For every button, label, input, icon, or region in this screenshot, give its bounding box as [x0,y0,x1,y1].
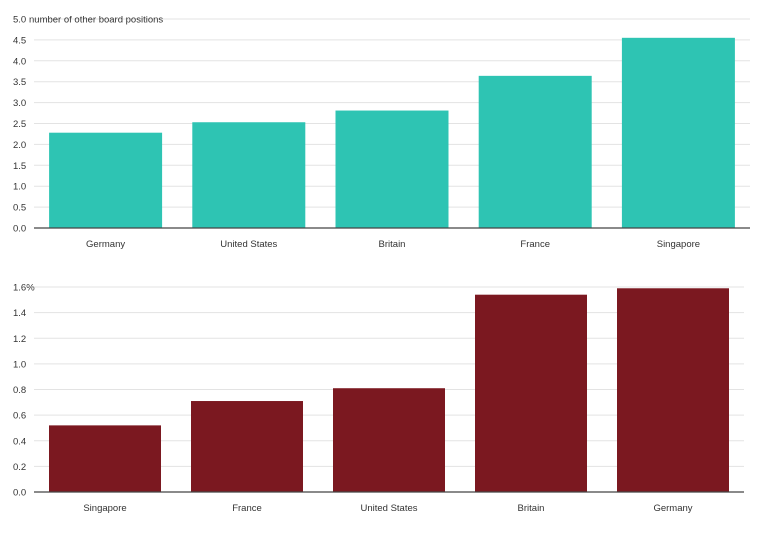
x-tick-label: Britain [379,239,406,250]
bar-chart-2: 0.0 0.2 0.4 0.6 0.8 1.0 1.2 1.4 1.6% Singapore Fra… [13,283,744,514]
x-tick-label: Germany [86,239,125,250]
bar-united-states [192,122,306,228]
x-tick-label: France [232,503,262,514]
y-tick-label: 3.0 [13,98,26,109]
x-tick-label: United States [220,239,277,250]
x-tick-label: Britain [518,503,545,514]
y-tick-label: 1.2 [13,334,26,345]
y-tick-label: 3.5 [13,77,26,88]
x-tick-label: Singapore [657,239,700,250]
x-tick-label: Singapore [83,503,126,514]
y-tick-label: 4.0 [13,56,26,67]
bar-britain [475,294,587,492]
y-tick-label: 0.0 [13,224,26,235]
unit-label: number of other board positions [29,15,163,26]
bar-france [191,401,303,492]
y-tick-label: 5.0 [13,15,26,26]
bar-france [478,75,592,229]
y-tick-label: 1.0 [13,182,26,193]
y-tick-label: 2.5 [13,119,26,130]
y-tick-label: 1.5 [13,161,26,172]
x-tick-label: United States [360,503,417,514]
y-tick-label: 0.0 [13,488,26,499]
y-tick-label: 1.4 [13,308,26,319]
y-tick-label: 0.8 [13,385,26,396]
bar-singapore [621,37,735,229]
y-tick-label: 0.2 [13,462,26,473]
bar-britain [335,110,449,228]
y-tick-label: 1.6% [13,283,35,294]
y-tick-label: 0.4 [13,436,26,447]
x-tick-label: Germany [653,503,692,514]
bar-united-states [333,388,445,492]
x-tick-label: France [520,239,550,250]
y-tick-label: 0.5 [13,203,26,214]
y-tick-label: 2.0 [13,140,26,151]
bar-chart-1: 0.0 0.5 1.0 1.5 2.0 2.5 3.0 3.5 4.0 4.5 5.0 number … [13,15,750,250]
bar-germany [617,288,729,492]
y-tick-label: 0.6 [13,411,26,422]
y-tick-label: 4.5 [13,35,26,46]
bar-germany [49,132,163,228]
bar-singapore [49,425,161,492]
y-tick-label: 1.0 [13,359,26,370]
